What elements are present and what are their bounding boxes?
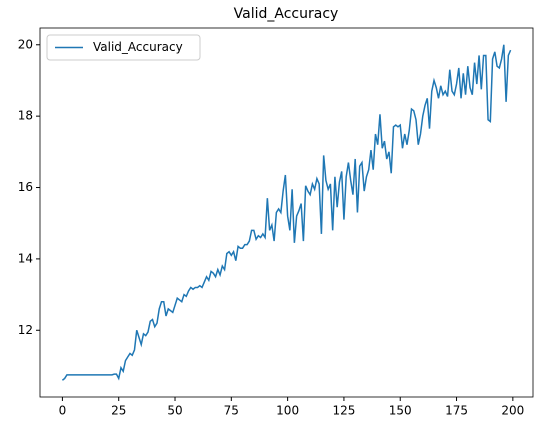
y-tick-label: 12: [18, 323, 33, 337]
x-tick-label: 150: [389, 404, 412, 418]
plot-frame: [39, 27, 534, 398]
y-tick-label: 20: [18, 37, 33, 51]
y-tick-label: 18: [18, 109, 33, 123]
x-tick-label: 200: [501, 404, 524, 418]
x-tick-label: 50: [167, 404, 182, 418]
x-tick-label: 125: [332, 404, 355, 418]
legend-label: Valid_Accuracy: [93, 40, 183, 54]
y-tick-label: 14: [18, 251, 33, 265]
x-tick-label: 25: [111, 404, 126, 418]
legend-box: [46, 34, 201, 61]
x-tick-label: 0: [59, 404, 67, 418]
x-tick-label: 175: [445, 404, 468, 418]
x-tick-label: 100: [276, 404, 299, 418]
x-tick-label: 75: [224, 404, 239, 418]
y-tick-label: 16: [18, 180, 33, 194]
data-line: [61, 44, 512, 381]
chart-title: Valid_Accuracy: [234, 6, 339, 22]
